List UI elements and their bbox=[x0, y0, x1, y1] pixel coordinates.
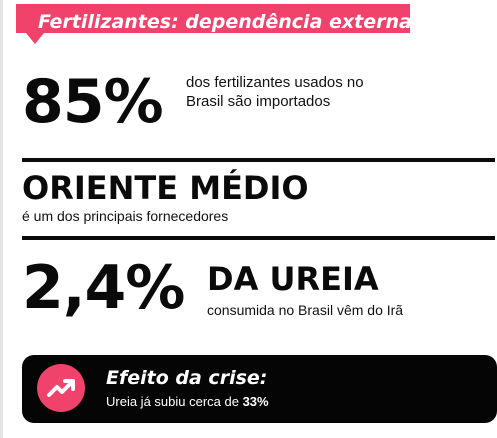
urea-description: consumida no Brasil vêm do Irã bbox=[207, 302, 404, 318]
header-banner: Fertilizantes: dependência externa bbox=[16, 4, 412, 33]
supplier-description: é um dos principais fornecedores bbox=[22, 208, 229, 224]
left-border bbox=[0, 0, 3, 438]
crisis-text: Ureia já subiu cerca de 33% bbox=[106, 394, 269, 410]
header-title: Fertilizantes: dependência externa bbox=[38, 11, 412, 33]
urea-title: DA UREIA bbox=[207, 260, 379, 298]
crisis-title: Efeito da crise: bbox=[106, 367, 268, 389]
import-description: dos fertilizantes usados no Brasil são i… bbox=[186, 74, 364, 110]
urea-percentage: 2,4% bbox=[22, 253, 185, 323]
crisis-text-value: 33% bbox=[242, 394, 269, 409]
import-percentage: 85% bbox=[22, 67, 164, 137]
trending-up-icon bbox=[37, 364, 85, 412]
supplier-region-title: ORIENTE MÉDIO bbox=[22, 169, 309, 207]
crisis-text-prefix: Ureia já subiu cerca de bbox=[106, 394, 243, 409]
header-notch bbox=[26, 33, 44, 44]
crisis-effect-box: Efeito da crise: Ureia já subiu cerca de… bbox=[22, 355, 497, 423]
divider-bottom bbox=[22, 236, 495, 240]
divider-top bbox=[22, 158, 495, 162]
